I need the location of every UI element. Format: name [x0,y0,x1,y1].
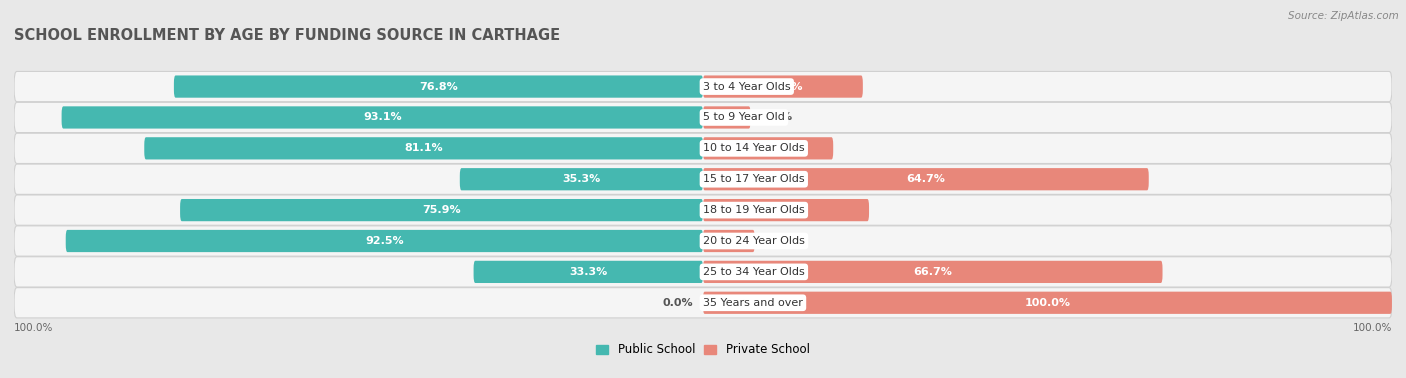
FancyBboxPatch shape [703,76,863,98]
Text: 6.9%: 6.9% [761,113,792,122]
FancyBboxPatch shape [703,292,1392,314]
Text: 20 to 24 Year Olds: 20 to 24 Year Olds [703,236,804,246]
FancyBboxPatch shape [180,199,703,221]
FancyBboxPatch shape [174,76,703,98]
FancyBboxPatch shape [703,168,1149,191]
Text: 10 to 14 Year Olds: 10 to 14 Year Olds [703,143,804,153]
FancyBboxPatch shape [703,199,869,221]
FancyBboxPatch shape [460,168,703,191]
Text: 35.3%: 35.3% [562,174,600,184]
FancyBboxPatch shape [703,106,751,129]
Text: 3 to 4 Year Olds: 3 to 4 Year Olds [703,82,790,91]
Text: 75.9%: 75.9% [422,205,461,215]
FancyBboxPatch shape [703,137,834,160]
FancyBboxPatch shape [14,288,1392,318]
Text: Source: ZipAtlas.com: Source: ZipAtlas.com [1288,11,1399,21]
FancyBboxPatch shape [703,261,1163,283]
FancyBboxPatch shape [14,102,1392,133]
Text: 24.1%: 24.1% [766,205,806,215]
Text: 7.5%: 7.5% [765,236,796,246]
Text: 15 to 17 Year Olds: 15 to 17 Year Olds [703,174,804,184]
Text: 23.2%: 23.2% [763,82,803,91]
Text: 0.0%: 0.0% [662,298,693,308]
Text: 81.1%: 81.1% [405,143,443,153]
Text: 100.0%: 100.0% [1025,298,1070,308]
Text: 100.0%: 100.0% [1353,323,1392,333]
Legend: Public School, Private School: Public School, Private School [592,339,814,361]
FancyBboxPatch shape [62,106,703,129]
FancyBboxPatch shape [145,137,703,160]
FancyBboxPatch shape [14,133,1392,163]
Text: 35 Years and over: 35 Years and over [703,298,803,308]
FancyBboxPatch shape [14,71,1392,102]
Text: SCHOOL ENROLLMENT BY AGE BY FUNDING SOURCE IN CARTHAGE: SCHOOL ENROLLMENT BY AGE BY FUNDING SOUR… [14,28,560,43]
Text: 93.1%: 93.1% [363,113,402,122]
Text: 5 to 9 Year Old: 5 to 9 Year Old [703,113,785,122]
Text: 18.9%: 18.9% [749,143,787,153]
Text: 18 to 19 Year Olds: 18 to 19 Year Olds [703,205,804,215]
FancyBboxPatch shape [14,226,1392,256]
FancyBboxPatch shape [14,195,1392,225]
Text: 33.3%: 33.3% [569,267,607,277]
FancyBboxPatch shape [14,164,1392,194]
Text: 100.0%: 100.0% [14,323,53,333]
FancyBboxPatch shape [703,230,755,252]
Text: 25 to 34 Year Olds: 25 to 34 Year Olds [703,267,804,277]
FancyBboxPatch shape [66,230,703,252]
FancyBboxPatch shape [474,261,703,283]
Text: 64.7%: 64.7% [907,174,945,184]
Text: 66.7%: 66.7% [914,267,952,277]
FancyBboxPatch shape [14,257,1392,287]
Text: 92.5%: 92.5% [366,236,404,246]
Text: 76.8%: 76.8% [419,82,458,91]
